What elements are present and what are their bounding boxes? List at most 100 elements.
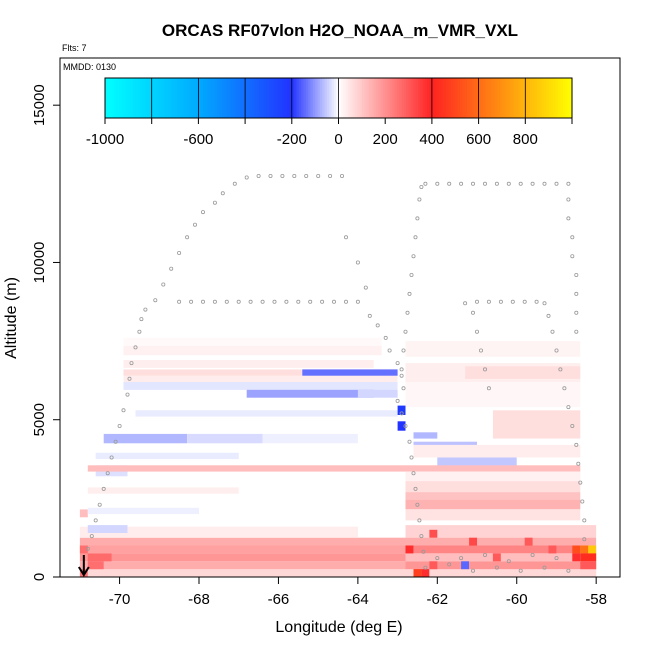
flight-track-point	[578, 480, 583, 485]
colorbar-swatch	[378, 78, 382, 118]
heatmap-cell	[580, 545, 589, 554]
colorbar-swatch	[266, 78, 270, 118]
colorbar-swatch	[462, 78, 466, 118]
colorbar-swatch	[231, 78, 235, 118]
colorbar-swatch	[520, 78, 524, 118]
colorbar-swatch	[546, 78, 550, 118]
colorbar-swatch	[133, 78, 136, 118]
colorbar-swatch	[548, 78, 552, 118]
heatmap-cell	[405, 545, 597, 554]
heatmap-cell	[87, 465, 581, 472]
colorbar-swatch	[408, 78, 412, 118]
flight-track-point	[192, 222, 197, 227]
heatmap-cell	[79, 509, 88, 518]
plot-area: -70 -68 -66 -64 -62 -60 -58 0 5000 10000 15000	[31, 57, 621, 608]
colorbar-swatch	[163, 78, 167, 118]
colorbar-swatch	[156, 78, 160, 118]
flight-track-point	[395, 398, 400, 403]
colorbar-swatch	[207, 78, 211, 118]
flight-track-point	[200, 210, 205, 215]
flight-track-point	[530, 181, 535, 186]
flight-track-point	[421, 549, 426, 554]
colorbar-swatch	[352, 78, 356, 118]
colorbar-swatch	[522, 78, 526, 118]
colorbar-swatch	[539, 78, 543, 118]
flight-track-point	[200, 299, 205, 304]
flight-track-point	[574, 442, 579, 447]
heatmap-cell	[405, 525, 597, 538]
flight-track-point	[409, 455, 414, 460]
flight-track-point	[459, 556, 464, 561]
colorbar-swatch	[312, 78, 316, 118]
flight-track-point	[435, 181, 440, 186]
colorbar-swatch	[443, 78, 447, 118]
colorbar-swatch	[333, 78, 337, 118]
colorbar-swatch	[221, 78, 225, 118]
colorbar-tick-label: 400	[419, 131, 444, 148]
heatmap-cell	[123, 337, 382, 346]
colorbar-swatch	[123, 78, 127, 118]
colorbar-swatch	[483, 78, 487, 118]
flight-track-point	[375, 323, 380, 328]
flight-track-point	[355, 260, 360, 265]
heatmap-cell	[413, 569, 422, 577]
flight-track-point	[542, 301, 547, 306]
flight-track-point	[413, 486, 418, 491]
heatmap-cell	[469, 537, 477, 546]
x-tick-label: -68	[188, 591, 210, 608]
flight-track-point	[93, 518, 98, 523]
flight-track-point	[256, 173, 261, 178]
flight-track-point	[304, 173, 309, 178]
heatmap-cell	[87, 525, 128, 533]
flight-track-point	[566, 197, 571, 202]
colorbar-swatch	[340, 78, 344, 118]
heatmap-cell	[492, 410, 581, 439]
colorbar-swatch	[135, 78, 139, 118]
colorbar-swatch	[277, 78, 281, 118]
colorbar-swatch	[301, 78, 305, 118]
colorbar-swatch	[256, 78, 260, 118]
flight-track-point	[244, 175, 249, 180]
flight-track-point	[542, 181, 547, 186]
colorbar-swatch	[343, 78, 347, 118]
flight-track-point	[407, 439, 412, 444]
heatmap-cell	[123, 369, 398, 376]
flight-track-point	[447, 181, 452, 186]
colorbar-swatch	[368, 78, 372, 118]
heatmap-cell	[397, 421, 406, 431]
heatmap-cell	[79, 553, 406, 562]
colorbar-swatch	[532, 78, 536, 118]
colorbar-swatch	[366, 78, 370, 118]
colorbar-swatch	[485, 78, 489, 118]
flight-track-point	[101, 486, 106, 491]
flight-track-point	[566, 181, 571, 186]
colorbar-swatch	[137, 78, 141, 118]
heatmap-cell	[302, 369, 398, 376]
flight-track-point	[89, 534, 94, 539]
colorbar-swatch	[242, 78, 246, 118]
flight-track-point	[534, 299, 539, 304]
flight-track-point	[482, 181, 487, 186]
flight-track-point	[401, 348, 406, 353]
colorbar-swatch	[422, 78, 426, 118]
flight-track-point	[435, 556, 440, 561]
colorbar-swatch	[394, 78, 398, 118]
flight-track-point	[554, 181, 559, 186]
flight-track-point	[113, 439, 118, 444]
colorbar-swatch	[315, 78, 319, 118]
flight-track-point	[185, 235, 190, 240]
colorbar-swatch	[436, 78, 440, 118]
colorbar-swatch	[228, 78, 232, 118]
flight-track-point	[482, 367, 487, 372]
colorbar-swatch	[149, 78, 153, 118]
flight-track-point	[153, 298, 158, 303]
colorbar-swatch	[177, 78, 181, 118]
flight-track-point	[320, 299, 325, 304]
heatmap-cell	[123, 375, 398, 382]
flight-track-point	[413, 235, 418, 240]
flight-track-point	[355, 299, 360, 304]
flight-track-point	[343, 299, 348, 304]
heatmap-cell	[429, 529, 438, 538]
colorbar-swatch	[324, 78, 328, 118]
